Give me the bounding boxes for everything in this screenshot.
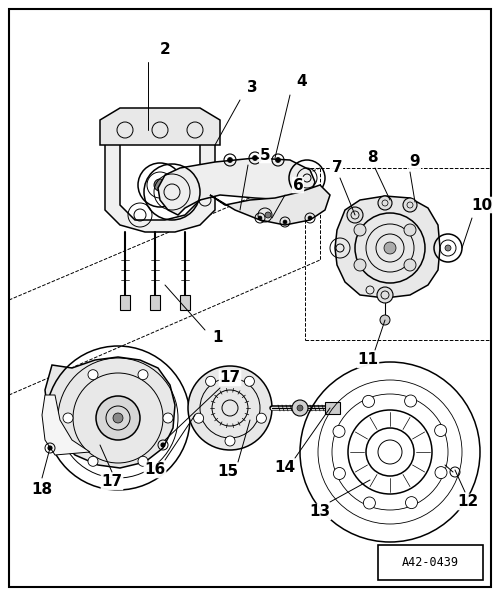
Polygon shape xyxy=(105,135,215,232)
Circle shape xyxy=(256,413,266,423)
Circle shape xyxy=(333,426,345,437)
Circle shape xyxy=(265,212,271,218)
Circle shape xyxy=(88,457,98,466)
Circle shape xyxy=(378,196,392,210)
Polygon shape xyxy=(158,158,315,215)
Circle shape xyxy=(404,395,416,407)
Text: 9: 9 xyxy=(410,154,420,169)
Circle shape xyxy=(406,496,417,508)
Polygon shape xyxy=(210,185,330,225)
Polygon shape xyxy=(180,295,190,310)
Circle shape xyxy=(435,467,447,479)
Circle shape xyxy=(334,467,345,480)
Text: 3: 3 xyxy=(246,80,258,95)
Text: 2: 2 xyxy=(160,42,170,57)
Circle shape xyxy=(163,413,173,423)
Circle shape xyxy=(434,424,446,436)
Polygon shape xyxy=(325,402,340,414)
Text: 18: 18 xyxy=(32,483,52,498)
Text: 4: 4 xyxy=(296,74,308,89)
Text: 11: 11 xyxy=(358,352,378,368)
Circle shape xyxy=(292,400,308,416)
Circle shape xyxy=(194,413,203,423)
Polygon shape xyxy=(100,108,220,145)
Text: 8: 8 xyxy=(366,151,378,166)
Circle shape xyxy=(384,242,396,254)
Text: 14: 14 xyxy=(274,461,295,476)
Circle shape xyxy=(88,370,98,380)
Circle shape xyxy=(244,376,254,386)
Circle shape xyxy=(225,436,235,446)
Text: 6: 6 xyxy=(292,178,304,193)
Circle shape xyxy=(276,157,280,163)
Text: 13: 13 xyxy=(310,504,330,520)
Text: 17: 17 xyxy=(220,371,240,386)
Circle shape xyxy=(445,245,451,251)
Circle shape xyxy=(404,224,416,236)
FancyBboxPatch shape xyxy=(378,545,483,580)
Polygon shape xyxy=(150,295,160,310)
Circle shape xyxy=(228,157,232,163)
Circle shape xyxy=(258,216,262,220)
Circle shape xyxy=(138,457,148,466)
Text: 15: 15 xyxy=(218,464,238,480)
Polygon shape xyxy=(45,357,175,468)
Circle shape xyxy=(347,207,363,223)
Circle shape xyxy=(283,220,287,224)
Circle shape xyxy=(364,497,376,509)
Text: A42-0439: A42-0439 xyxy=(402,555,458,569)
Circle shape xyxy=(138,370,148,380)
Text: 7: 7 xyxy=(332,160,342,175)
Polygon shape xyxy=(335,196,440,298)
Circle shape xyxy=(377,287,393,303)
Text: 10: 10 xyxy=(472,197,492,213)
Circle shape xyxy=(380,315,390,325)
Text: 12: 12 xyxy=(458,495,478,510)
Polygon shape xyxy=(42,395,90,455)
Circle shape xyxy=(252,156,258,160)
Circle shape xyxy=(354,224,366,236)
Circle shape xyxy=(188,366,272,450)
Text: 16: 16 xyxy=(144,462,166,477)
Circle shape xyxy=(48,446,52,450)
Text: 5: 5 xyxy=(260,147,270,163)
Circle shape xyxy=(154,179,166,191)
Circle shape xyxy=(354,259,366,271)
Polygon shape xyxy=(120,295,130,310)
Circle shape xyxy=(308,216,312,220)
Circle shape xyxy=(362,395,374,408)
Circle shape xyxy=(63,413,73,423)
Circle shape xyxy=(297,405,303,411)
Circle shape xyxy=(113,413,123,423)
Text: 1: 1 xyxy=(213,331,223,346)
Circle shape xyxy=(404,259,416,271)
Circle shape xyxy=(206,376,216,386)
Circle shape xyxy=(96,396,140,440)
Circle shape xyxy=(161,443,165,447)
Circle shape xyxy=(403,198,417,212)
Text: 17: 17 xyxy=(102,474,122,489)
